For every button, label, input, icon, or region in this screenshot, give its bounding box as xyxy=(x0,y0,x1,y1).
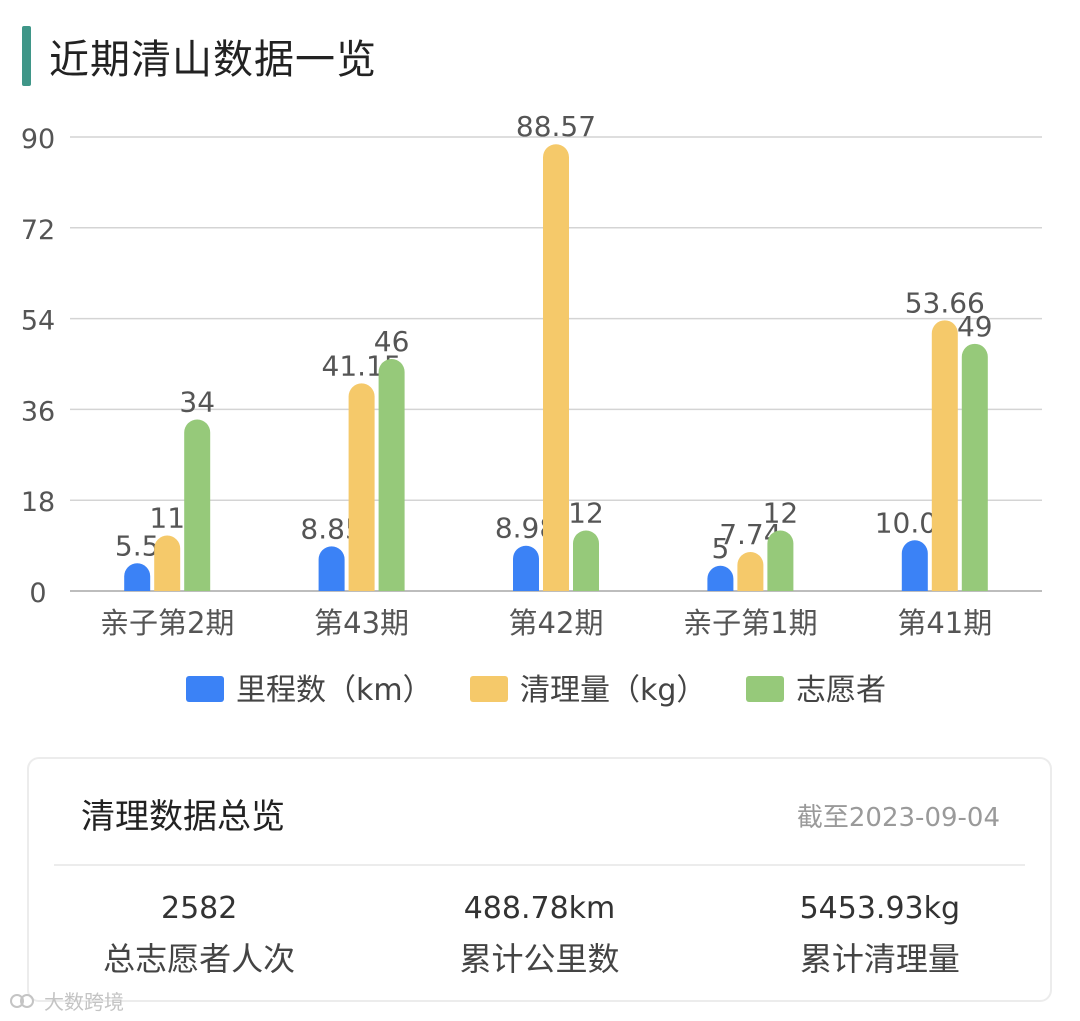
stat-value: 5453.93kg xyxy=(799,891,961,926)
bar xyxy=(318,546,345,591)
y-tick-label: 54 xyxy=(21,306,55,337)
data-label: 34 xyxy=(179,385,215,418)
bar xyxy=(737,551,764,591)
x-tick-label: 第43期 xyxy=(314,606,409,640)
chart-title: 近期清山数据一览 xyxy=(49,37,377,83)
legend-label: 志愿者 xyxy=(796,673,886,708)
summary-divider xyxy=(54,864,1025,866)
stat-label: 累计清理量 xyxy=(799,940,960,978)
bar xyxy=(767,530,794,591)
data-label: 5 xyxy=(711,532,729,565)
summary-title: 清理数据总览 xyxy=(81,797,285,837)
bar-chart: 018365472905.51134亲子第2期8.8541.1546第43期8.… xyxy=(21,110,1042,708)
watermark-logo-icon xyxy=(10,993,34,1008)
stat-distance: 488.78km 累计公里数 xyxy=(369,887,709,983)
x-tick-label: 亲子第2期 xyxy=(100,606,234,640)
chart-header: 近期清山数据一览 xyxy=(22,26,377,86)
bar xyxy=(931,320,958,591)
y-tick-label: 0 xyxy=(29,578,46,609)
y-tick-label: 36 xyxy=(21,396,55,427)
y-tick-label: 72 xyxy=(21,215,55,246)
bar xyxy=(961,343,988,591)
legend-swatch xyxy=(746,676,784,702)
summary-date: 截至2023-09-04 xyxy=(796,803,1000,833)
data-label: 12 xyxy=(568,496,604,529)
stat-label: 总志愿者人次 xyxy=(103,940,296,978)
x-tick-label: 第42期 xyxy=(509,606,604,640)
bar xyxy=(378,358,405,591)
x-tick-label: 第41期 xyxy=(897,606,992,640)
summary-stats: 2582 总志愿者人次 488.78km 累计公里数 5453.93kg 累计清… xyxy=(29,887,1050,983)
data-label: 5.5 xyxy=(115,529,160,562)
bar xyxy=(573,530,599,591)
data-label: 12 xyxy=(763,496,799,529)
bar xyxy=(124,563,151,591)
bar xyxy=(154,535,181,591)
data-label: 11 xyxy=(149,502,185,535)
title-accent-bar xyxy=(22,26,31,86)
bar xyxy=(513,545,539,591)
watermark: 大数跨境 xyxy=(10,986,124,1015)
data-label: 88.57 xyxy=(516,110,596,143)
legend-label: 里程数（km） xyxy=(236,673,433,708)
data-label: 53.66 xyxy=(905,286,985,319)
stat-cleanup: 5453.93kg 累计清理量 xyxy=(710,887,1050,983)
bar xyxy=(348,383,375,591)
bar xyxy=(707,565,734,591)
legend-swatch xyxy=(470,676,508,702)
stat-volunteers: 2582 总志愿者人次 xyxy=(29,887,369,983)
legend-swatch xyxy=(186,676,224,702)
bar xyxy=(901,540,928,591)
y-tick-label: 90 xyxy=(21,124,55,155)
data-label: 46 xyxy=(374,325,410,358)
bar xyxy=(543,144,569,591)
legend-label: 清理量（kg） xyxy=(520,673,706,708)
stat-label: 累计公里数 xyxy=(459,940,620,978)
stat-value: 2582 xyxy=(160,891,238,926)
summary-card: 清理数据总览 截至2023-09-04 2582 总志愿者人次 488.78km… xyxy=(27,757,1052,1002)
data-label: 49 xyxy=(957,310,993,343)
watermark-text: 大数跨境 xyxy=(44,990,124,1014)
x-tick-label: 亲子第1期 xyxy=(683,606,817,640)
bar xyxy=(184,419,211,591)
y-tick-label: 18 xyxy=(21,487,55,518)
stat-value: 488.78km xyxy=(463,891,616,926)
